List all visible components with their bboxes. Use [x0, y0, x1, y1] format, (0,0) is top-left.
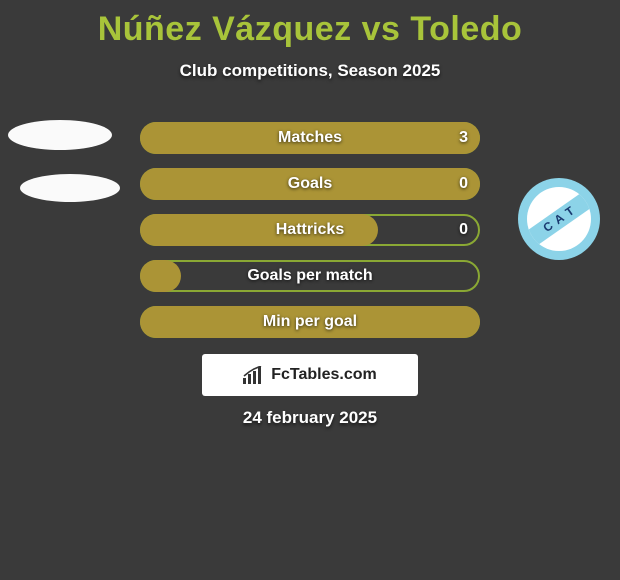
stat-bars: Matches3Goals0Hattricks0Goals per matchM… — [140, 122, 480, 352]
bar-value: 0 — [459, 221, 468, 239]
stat-bar-row: Min per goal — [140, 306, 480, 338]
title-player-a: Núñez Vázquez — [98, 10, 352, 48]
bar-value: 3 — [459, 129, 468, 147]
comparison-card: Núñez Vázquez vs Toledo Club competition… — [0, 0, 620, 580]
team-crest: C A T — [518, 178, 600, 260]
bar-label: Matches — [140, 129, 480, 147]
date-label: 24 february 2025 — [0, 408, 620, 428]
subtitle: Club competitions, Season 2025 — [0, 61, 620, 81]
crest-inner: C A T — [527, 187, 591, 251]
title-vs: vs — [362, 10, 401, 48]
bar-label: Goals — [140, 175, 480, 193]
stat-bar-row: Goals per match — [140, 260, 480, 292]
page-title: Núñez Vázquez vs Toledo — [0, 0, 620, 49]
brand-text: FcTables.com — [271, 366, 377, 384]
stat-bar-row: Hattricks0 — [140, 214, 480, 246]
stat-bar-row: Matches3 — [140, 122, 480, 154]
bar-label: Hattricks — [140, 221, 480, 239]
ellipse-shape — [8, 120, 112, 150]
brand-badge: FcTables.com — [202, 354, 418, 396]
bar-label: Goals per match — [140, 267, 480, 285]
crest-text: C A T — [529, 195, 589, 243]
stat-bar-row: Goals0 — [140, 168, 480, 200]
chart-icon — [243, 366, 265, 384]
bar-label: Min per goal — [140, 313, 480, 331]
title-player-b: Toledo — [410, 10, 522, 48]
bar-value: 0 — [459, 175, 468, 193]
ellipse-shape — [20, 174, 120, 202]
